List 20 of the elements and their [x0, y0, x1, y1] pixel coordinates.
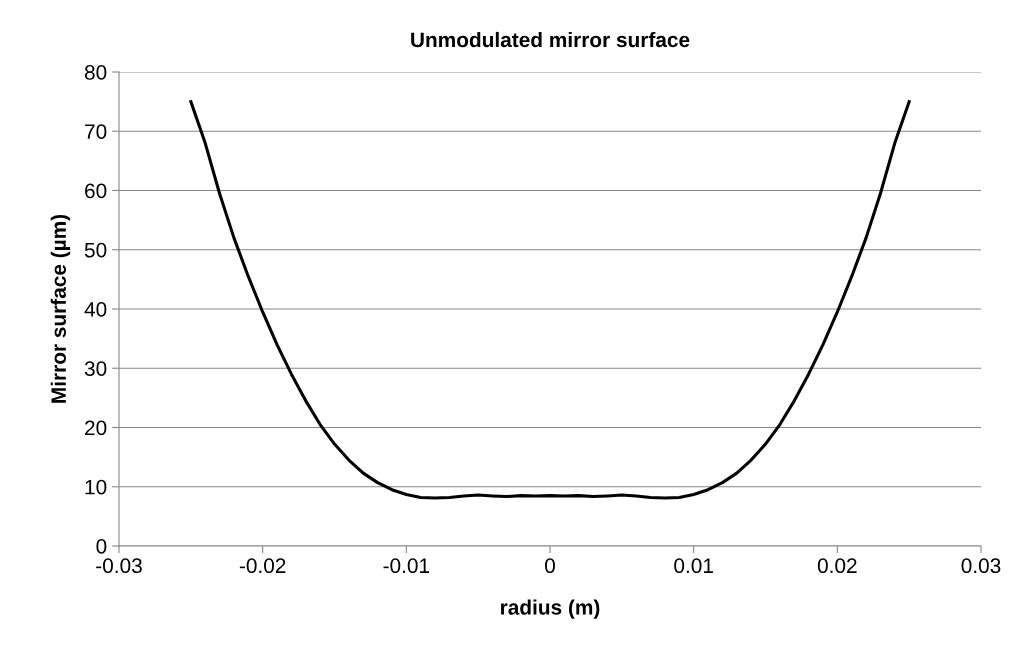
- y-tick-label: 70: [85, 124, 107, 139]
- x-tick-label: 0.01: [674, 558, 713, 574]
- line-series: [189, 100, 911, 500]
- chart-title: Unmodulated mirror surface: [411, 31, 690, 48]
- y-tick-label: 50: [84, 242, 107, 258]
- y-axis-title: Mirror surface (µm): [50, 214, 71, 403]
- y-tick-label: 30: [84, 361, 107, 376]
- x-tick-label: -0.02: [239, 558, 286, 574]
- y-tick-label: 80: [84, 65, 107, 80]
- x-tick-label: 0: [545, 558, 555, 574]
- y-tick-label: 40: [84, 302, 107, 317]
- x-axis-title: radius (m): [501, 599, 600, 619]
- y-tick-label: 10: [85, 479, 107, 495]
- x-tick-label: -0.03: [96, 558, 142, 574]
- x-tick-label: 0.03: [961, 558, 1001, 574]
- y-tick-label: 60: [85, 183, 107, 199]
- x-tick-label: -0.01: [383, 558, 430, 574]
- x-tick-label: 0.02: [817, 558, 857, 574]
- y-tick-label: 0: [96, 539, 107, 554]
- y-tick-label: 20: [85, 420, 107, 436]
